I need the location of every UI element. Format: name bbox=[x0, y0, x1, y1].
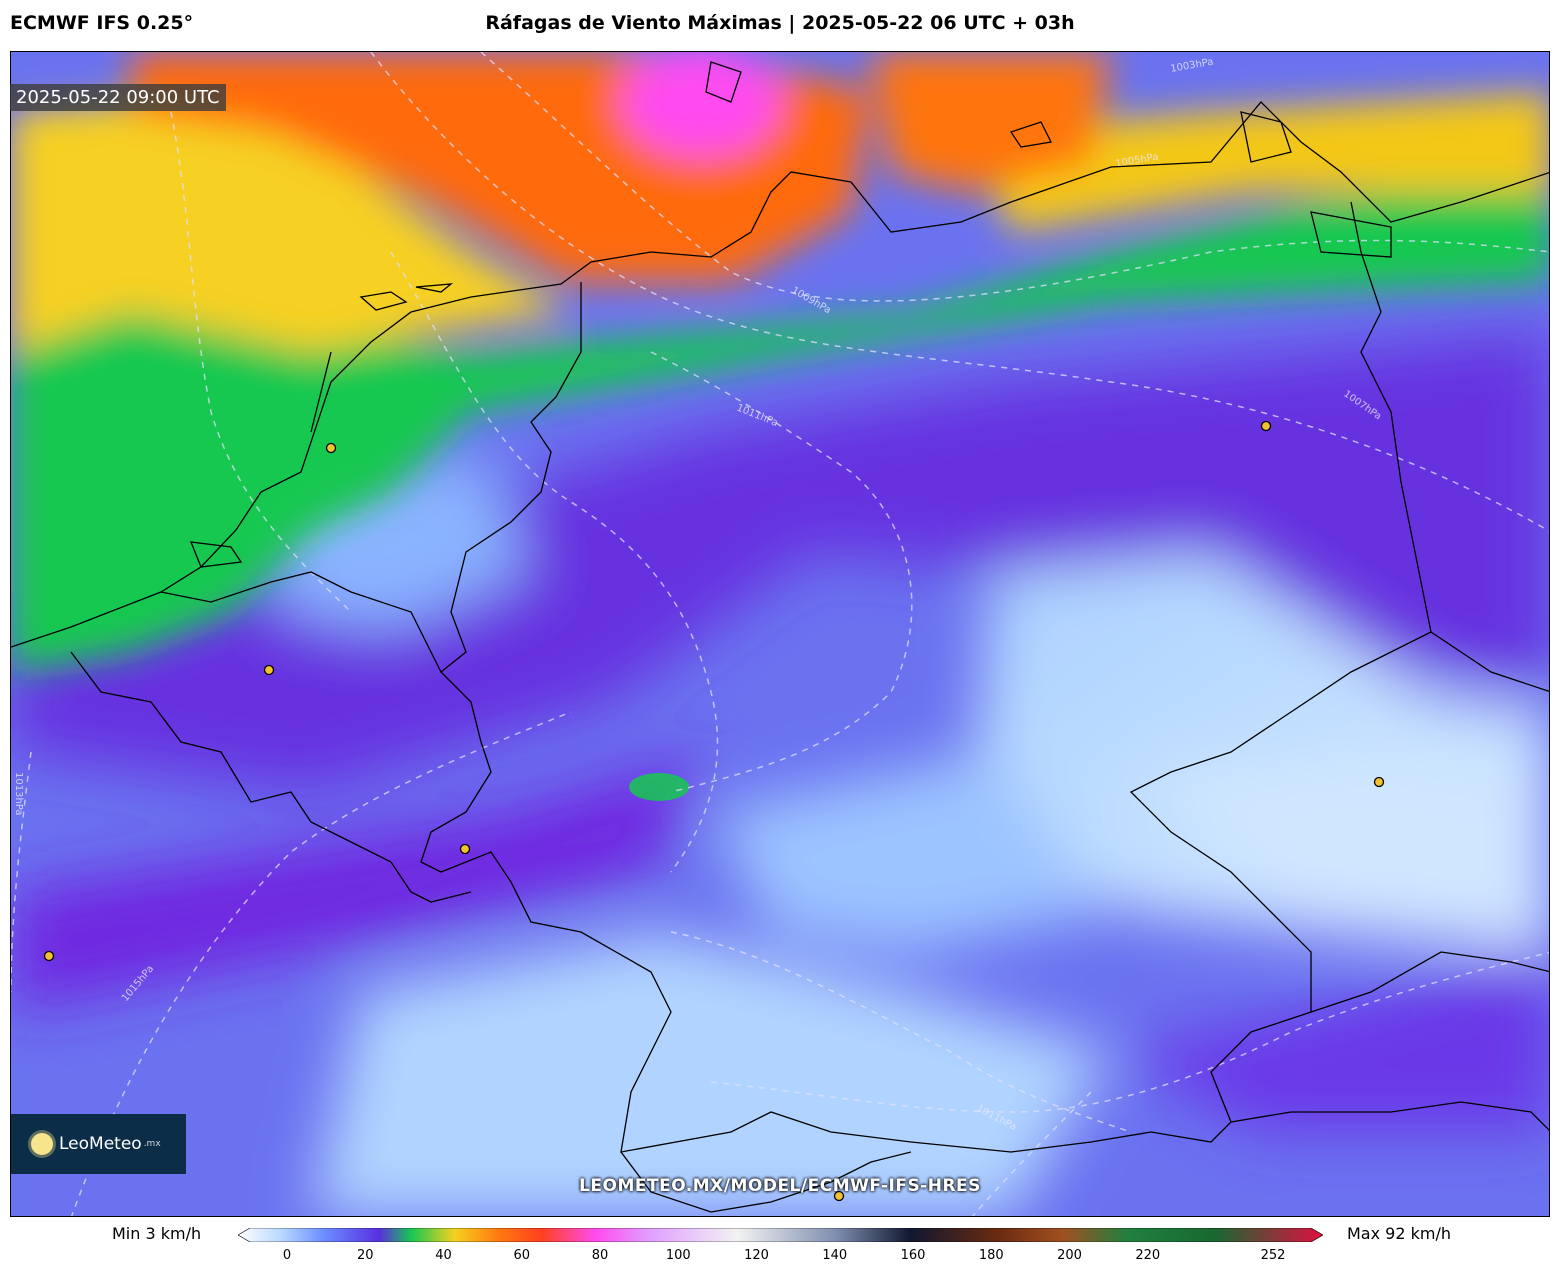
logo-text: LeoMeteo bbox=[59, 1134, 142, 1154]
green-patch bbox=[629, 773, 689, 801]
colorbar-ticks: 0 20 40 60 80 100 120 140 160 180 200 22… bbox=[0, 1248, 1560, 1264]
city-marker bbox=[325, 442, 337, 454]
model-name: ECMWF IFS 0.25° bbox=[10, 12, 194, 34]
city-marker bbox=[1260, 420, 1272, 432]
colorbar-tick: 180 bbox=[978, 1248, 1004, 1263]
colorbar-tick: 60 bbox=[513, 1248, 531, 1263]
strong-wind-zones bbox=[11, 52, 1549, 672]
sun-icon bbox=[31, 1133, 53, 1155]
colorbar-tick: 140 bbox=[822, 1248, 848, 1263]
colorbar-tick: 252 bbox=[1260, 1248, 1286, 1263]
wind-field: 1009hPa 1011hPa 1007hPa 1015hPa 1011hPa … bbox=[11, 52, 1549, 1216]
city-marker bbox=[833, 1190, 845, 1202]
colorbar-tick: 0 bbox=[282, 1248, 292, 1263]
colorbar-max-label: Max 92 km/h bbox=[1347, 1224, 1451, 1243]
valid-time-label: 2025-05-22 09:00 UTC bbox=[10, 84, 226, 111]
city-marker bbox=[1373, 776, 1385, 788]
colorbar-tick: 220 bbox=[1135, 1248, 1161, 1263]
map-title: Ráfagas de Viento Máximas | 2025-05-22 0… bbox=[485, 12, 1075, 34]
colorbar-tick: 120 bbox=[744, 1248, 769, 1263]
wind-gust-map[interactable]: 1009hPa 1011hPa 1007hPa 1015hPa 1011hPa … bbox=[10, 51, 1550, 1217]
isobars bbox=[11, 52, 1549, 1216]
leometeo-logo[interactable]: LeoMeteo .mx bbox=[11, 1114, 186, 1174]
city-marker bbox=[43, 950, 55, 962]
colorbar-tick: 160 bbox=[900, 1248, 926, 1263]
colorbar-min-label: Min 3 km/h bbox=[112, 1224, 202, 1243]
colorbar-tick: 200 bbox=[1057, 1248, 1082, 1263]
colorbar-tick: 40 bbox=[435, 1248, 452, 1263]
city-markers bbox=[43, 420, 1385, 1202]
city-marker bbox=[459, 843, 471, 855]
svg-text:1013hPa: 1013hPa bbox=[13, 772, 24, 816]
colorbar bbox=[238, 1228, 1323, 1242]
colorbar-tick: 100 bbox=[665, 1248, 691, 1263]
logo-suffix: .mx bbox=[143, 1139, 161, 1149]
colorbar-tick: 20 bbox=[356, 1248, 374, 1263]
source-url: LEOMETEO.MX/MODEL/ECMWF-IFS-HRES bbox=[579, 1176, 981, 1196]
borders bbox=[11, 61, 1549, 1213]
wind-zones bbox=[11, 332, 1549, 1216]
colorbar-tick: 80 bbox=[591, 1248, 609, 1263]
city-marker bbox=[263, 664, 275, 676]
colorbar-gradient bbox=[238, 1228, 1323, 1242]
